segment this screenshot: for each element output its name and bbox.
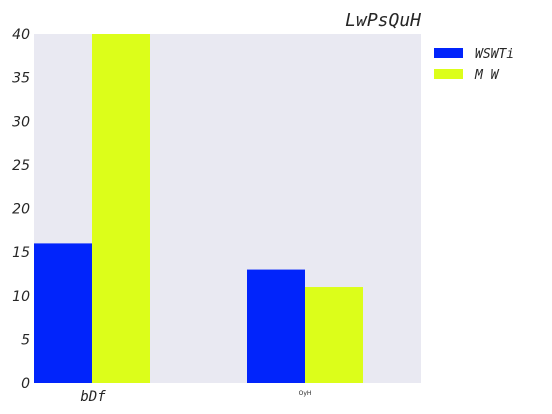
y-tick-label: 30: [12, 114, 30, 130]
bar-m-w-bdf: [92, 34, 150, 383]
y-tick-label: 15: [12, 245, 30, 261]
legend-swatch: [434, 69, 463, 79]
bars-group: [34, 34, 363, 383]
bar-wswti-bdf: [34, 243, 92, 383]
x-axis-ticks: bDf OyH: [80, 389, 311, 405]
y-tick-label: 0: [21, 376, 30, 392]
y-tick-label: 25: [12, 158, 30, 174]
y-tick-label: 40: [12, 27, 30, 43]
legend-label: WSWTi: [475, 47, 514, 62]
y-tick-label: 35: [12, 71, 30, 87]
x-tick-label: OyH: [299, 390, 312, 397]
y-tick-label: 5: [21, 332, 30, 348]
bar-m-w-oyh: [305, 287, 363, 383]
y-axis-ticks: 0 5 10 15 20 25 30 35 40: [12, 27, 30, 392]
x-tick-label: bDf: [80, 389, 106, 405]
y-tick-label: 10: [12, 289, 30, 305]
legend-label: M W: [474, 68, 500, 83]
legend: WSWTi M W: [434, 47, 514, 83]
bar-wswti-oyh: [247, 269, 305, 383]
chart-title: LwPsQuH: [345, 10, 421, 31]
legend-swatch: [434, 48, 463, 58]
y-tick-label: 20: [12, 202, 30, 218]
